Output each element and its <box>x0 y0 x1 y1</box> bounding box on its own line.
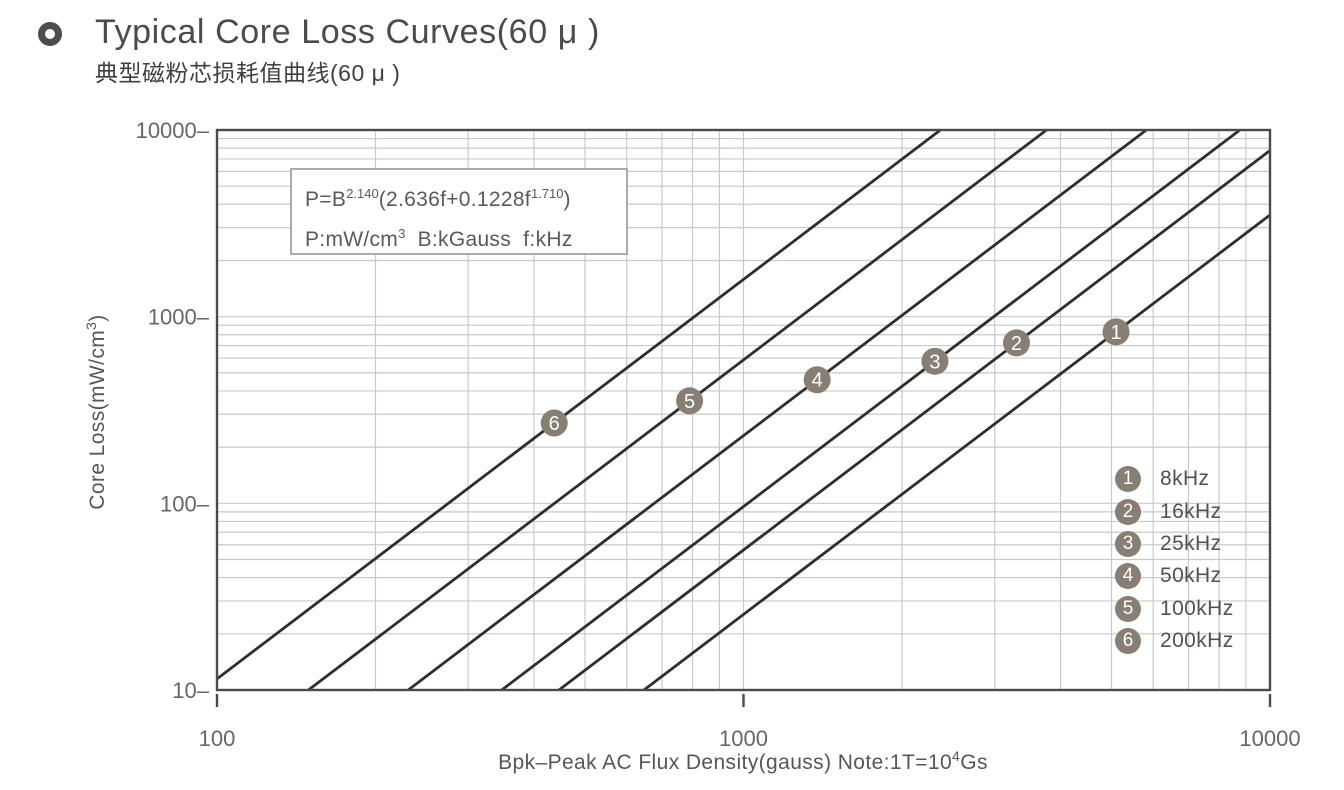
curve-markers: 1 2 3 4 5 6 <box>540 318 1130 437</box>
legend-item-100khz: 5 100kHz <box>1115 593 1234 625</box>
curve-marker-1: 1 <box>1102 318 1130 346</box>
marker-circle <box>1102 318 1130 346</box>
legend-label: 50kHz <box>1160 564 1222 588</box>
curve-50khz <box>405 130 1149 690</box>
legend-label: 8kHz <box>1160 467 1210 491</box>
curve-marker-5: 5 <box>676 387 704 415</box>
curve-100khz <box>306 130 1049 690</box>
legend-marker-icon: 5 <box>1115 595 1141 622</box>
marker-circle <box>540 409 568 437</box>
y-axis-title: Core Loss(mW/cm3) <box>83 314 109 509</box>
x-axis-title: Bpk–Peak AC Flux Density(gauss) Note:1T=… <box>498 748 988 774</box>
curve-16khz <box>556 149 1270 690</box>
bullet-icon <box>38 22 62 46</box>
curve-marker-6: 6 <box>540 409 568 437</box>
curve-8khz <box>641 213 1270 690</box>
curve-25khz <box>499 130 1243 690</box>
marker-circle <box>921 347 949 375</box>
formula-box: P=B2.140(2.636f+0.1228f1.710) P:mW/cm3 B… <box>290 168 628 255</box>
x-tick-label: 10000 <box>1239 726 1300 751</box>
y-tick-label: 100– <box>160 491 210 516</box>
marker-circle <box>1002 329 1030 357</box>
legend-label: 100kHz <box>1160 596 1234 620</box>
formula-line-1: P=B2.140(2.636f+0.1228f1.710) <box>305 186 571 211</box>
legend-marker-icon: 3 <box>1115 530 1141 557</box>
plot-border <box>215 128 1272 692</box>
formula-units-line: P:mW/cm3 B:kGauss f:kHz <box>305 226 573 251</box>
page-subtitle-chinese: 典型磁粉芯损耗值曲线(60 μ ) <box>95 60 401 86</box>
legend-label: 200kHz <box>1160 629 1234 653</box>
marker-number: 5 <box>684 391 695 413</box>
marker-number: 2 <box>1011 333 1022 355</box>
marker-number: 1 <box>1110 322 1121 344</box>
legend-item-25khz: 3 25kHz <box>1115 528 1234 560</box>
marker-circle <box>803 366 831 394</box>
marker-circle <box>676 387 704 415</box>
legend: 1 8kHz 2 16kHz 3 25kHz 4 50kHz 5 100kHz 6 200kHz <box>1115 463 1234 657</box>
y-tick-label: 1000– <box>148 305 210 330</box>
legend-item-50khz: 4 50kHz <box>1115 560 1234 592</box>
y-tick-label: 10– <box>172 678 209 703</box>
marker-number: 3 <box>929 351 940 373</box>
curve-marker-3: 3 <box>921 347 949 375</box>
legend-label: 16kHz <box>1160 499 1222 523</box>
curve-lines <box>217 130 1270 690</box>
legend-item-200khz: 6 200kHz <box>1115 625 1234 657</box>
y-tick-label: 10000– <box>136 118 210 143</box>
marker-number: 4 <box>812 370 823 392</box>
legend-marker-icon: 4 <box>1115 563 1141 590</box>
x-tick-label: 1000 <box>719 726 768 751</box>
curve-marker-4: 4 <box>803 366 831 394</box>
legend-marker-icon: 6 <box>1115 628 1141 655</box>
page-title: Typical Core Loss Curves(60 μ ) <box>95 13 600 51</box>
legend-item-8khz: 1 8kHz <box>1115 463 1234 495</box>
curve-200khz <box>217 130 943 680</box>
x-tick-label: 100 <box>199 726 236 751</box>
curve-marker-2: 2 <box>1002 329 1030 357</box>
legend-item-16khz: 2 16kHz <box>1115 495 1234 527</box>
legend-label: 25kHz <box>1160 531 1222 555</box>
marker-number: 6 <box>549 413 560 435</box>
legend-marker-icon: 1 <box>1115 466 1141 493</box>
legend-marker-icon: 2 <box>1115 498 1141 525</box>
axis-ticks: 100 1000 10000 10000– 1000– 100– 10– <box>136 118 1301 751</box>
